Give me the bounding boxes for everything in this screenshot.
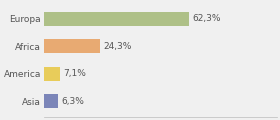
- Bar: [44, 39, 100, 53]
- Bar: [44, 67, 60, 81]
- Bar: [44, 94, 58, 108]
- Text: 7,1%: 7,1%: [64, 69, 87, 78]
- Text: 24,3%: 24,3%: [104, 42, 132, 51]
- Text: 62,3%: 62,3%: [192, 14, 221, 23]
- Text: 6,3%: 6,3%: [62, 97, 85, 106]
- Bar: [44, 12, 189, 26]
